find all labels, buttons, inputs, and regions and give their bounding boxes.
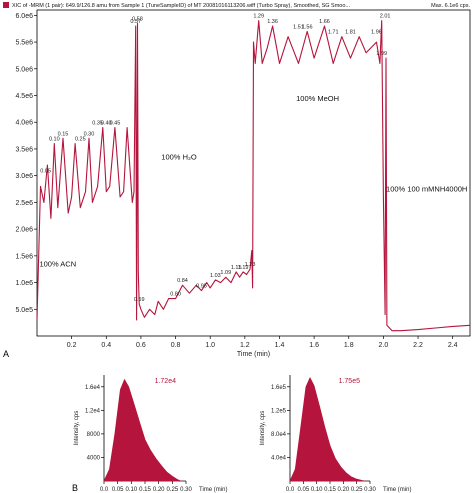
peak-label: 1.03 xyxy=(210,273,221,279)
plot-frame xyxy=(36,9,471,337)
y-axis-label: Intensity, cps xyxy=(74,411,80,446)
peak-label: 1.66 xyxy=(319,19,330,25)
peak-label: 0.25 xyxy=(75,137,86,143)
peak-label: 0.57 xyxy=(130,19,141,25)
peak-label: 1.71 xyxy=(328,30,339,36)
x-tick-label: 0.05 xyxy=(112,487,124,493)
peak-label: 0.10 xyxy=(49,137,60,143)
x-tick-label: 0.0 xyxy=(100,487,109,493)
peak-label: 1.99 xyxy=(376,51,387,57)
y-tick-label: 5.0e5 xyxy=(15,307,33,314)
panel-b-left-chart: 4000 8000 1.2e4 1.6e4 0.0 0.05 0.10 0.15 0.20 0.2… xyxy=(74,375,227,493)
peak-intensity-label: 1.72e4 xyxy=(155,378,177,385)
peak-area xyxy=(103,378,181,482)
peak-label: 1.36 xyxy=(267,19,278,25)
y-tick-label: 6.0e6 xyxy=(15,13,33,20)
peak-label: 1.15 xyxy=(231,265,242,271)
panel-label-a: A xyxy=(3,349,9,359)
x-tick-label: 1.6 xyxy=(309,342,319,349)
x-tick-label: 0.0 xyxy=(286,487,295,493)
peak-label: 1.29 xyxy=(253,14,264,20)
peak-label: 0.45 xyxy=(110,121,121,127)
peak-area xyxy=(289,376,365,482)
y-tick-label: 1.0e6 xyxy=(15,280,33,287)
x-axis-label: Time (min) xyxy=(237,351,270,358)
peak-label: 0.35 xyxy=(92,121,103,127)
x-tick-label: 0.30 xyxy=(180,487,192,493)
y-tick-label: 1.6e4 xyxy=(85,385,101,391)
peak-label: 1.51 xyxy=(293,24,304,30)
x-tick-label: 2.0 xyxy=(379,342,389,349)
series-line xyxy=(36,20,471,332)
y-tick-label: 2.0e6 xyxy=(15,227,33,234)
peak-label: 0.58 xyxy=(132,16,143,22)
x-tick-label: 0.20 xyxy=(337,487,349,493)
y-tick-label: 5.5e6 xyxy=(15,40,33,47)
y-tick-label: 3.5e6 xyxy=(15,146,33,153)
x-tick-label: 0.4 xyxy=(101,342,111,349)
panel-label-b: B xyxy=(72,483,78,493)
x-tick-label: 0.15 xyxy=(139,487,151,493)
peak-label: 0.59 xyxy=(134,297,145,303)
x-tick-label: 1.4 xyxy=(275,342,285,349)
peak-label: 1.19 xyxy=(238,265,249,271)
annotation-label: 100% H₂O xyxy=(161,153,197,162)
x-tick-label: 2.2 xyxy=(413,342,423,349)
y-tick-label: 1.5e6 xyxy=(15,253,33,260)
peak-label: 1.56 xyxy=(302,24,313,30)
x-tick-label: 2.4 xyxy=(448,342,458,349)
y-tick-label: 1.2e5 xyxy=(271,408,287,414)
peak-label: 1.09 xyxy=(220,270,231,276)
y-axis-label: Intensity, cps xyxy=(260,411,266,446)
x-tick-label: 0.10 xyxy=(311,487,323,493)
x-tick-label: 0.20 xyxy=(153,487,165,493)
x-tick-label: 0.25 xyxy=(351,487,363,493)
x-tick-label: 0.8 xyxy=(171,342,181,349)
peak-label: 0.40 xyxy=(101,121,112,127)
x-tick-label: 0.25 xyxy=(166,487,178,493)
y-tick-label: 4.0e6 xyxy=(15,120,33,127)
panel-a-chart: 5.0e5 1.0e6 1.5e6 2.0e6 2.5e6 3.0e6 3.5e6 4.0e6… xyxy=(15,9,471,358)
peak-label: 0.15 xyxy=(58,131,69,137)
peak-label: 0.80 xyxy=(170,292,181,298)
x-tick-label: 0.05 xyxy=(297,487,309,493)
y-tick-label: 8000 xyxy=(87,432,101,438)
peak-label: 2.01 xyxy=(380,14,391,20)
peak-label: 0.30 xyxy=(84,131,95,137)
peak-label: 1.81 xyxy=(345,30,356,36)
x-tick-label: 0.2 xyxy=(67,342,77,349)
peak-label: 1.23 xyxy=(245,262,256,268)
peak-intensity-label: 1.75e5 xyxy=(339,378,361,385)
peak-label: 1.96 xyxy=(371,30,382,36)
legend-square-icon xyxy=(3,2,9,8)
y-tick-label: 4000 xyxy=(87,455,101,461)
x-tick-label: 0.10 xyxy=(125,487,137,493)
x-tick-label: 1.2 xyxy=(240,342,250,349)
x-axis-label: Time (min) xyxy=(199,487,227,493)
y-tick-label: 1.6e5 xyxy=(271,385,287,391)
x-tick-label: 0.15 xyxy=(324,487,336,493)
y-tick-label: 4.5e6 xyxy=(15,93,33,100)
x-tick-label: 1.0 xyxy=(205,342,215,349)
header-text: XIC of -MRM (1 pair): 649.9/126.8 amu fr… xyxy=(12,3,350,9)
annotation-label: 100% MeOH xyxy=(296,94,339,103)
peak-label: 0.05 xyxy=(40,169,51,175)
x-tick-label: 0.30 xyxy=(364,487,376,493)
y-tick-label: 5.0e6 xyxy=(15,66,33,73)
max-intensity-label: Max. 6.1e6 cps. xyxy=(431,3,470,9)
x-tick-label: 1.8 xyxy=(344,342,354,349)
peak-label: 0.84 xyxy=(177,278,188,284)
peak-label: 0.95 xyxy=(196,284,207,290)
y-tick-label: 3.0e6 xyxy=(15,173,33,180)
annotation-label: 100% ACN xyxy=(39,260,76,269)
annotation-label: 100% 100 mMNH4000H xyxy=(386,185,467,194)
x-axis-label: Time (min) xyxy=(383,487,411,493)
y-tick-label: 2.5e6 xyxy=(15,200,33,207)
x-tick-label: 0.6 xyxy=(136,342,146,349)
y-tick-label: 8.0e4 xyxy=(271,432,287,438)
y-tick-label: 1.2e4 xyxy=(85,408,101,414)
y-tick-label: 4.0e4 xyxy=(271,455,287,461)
